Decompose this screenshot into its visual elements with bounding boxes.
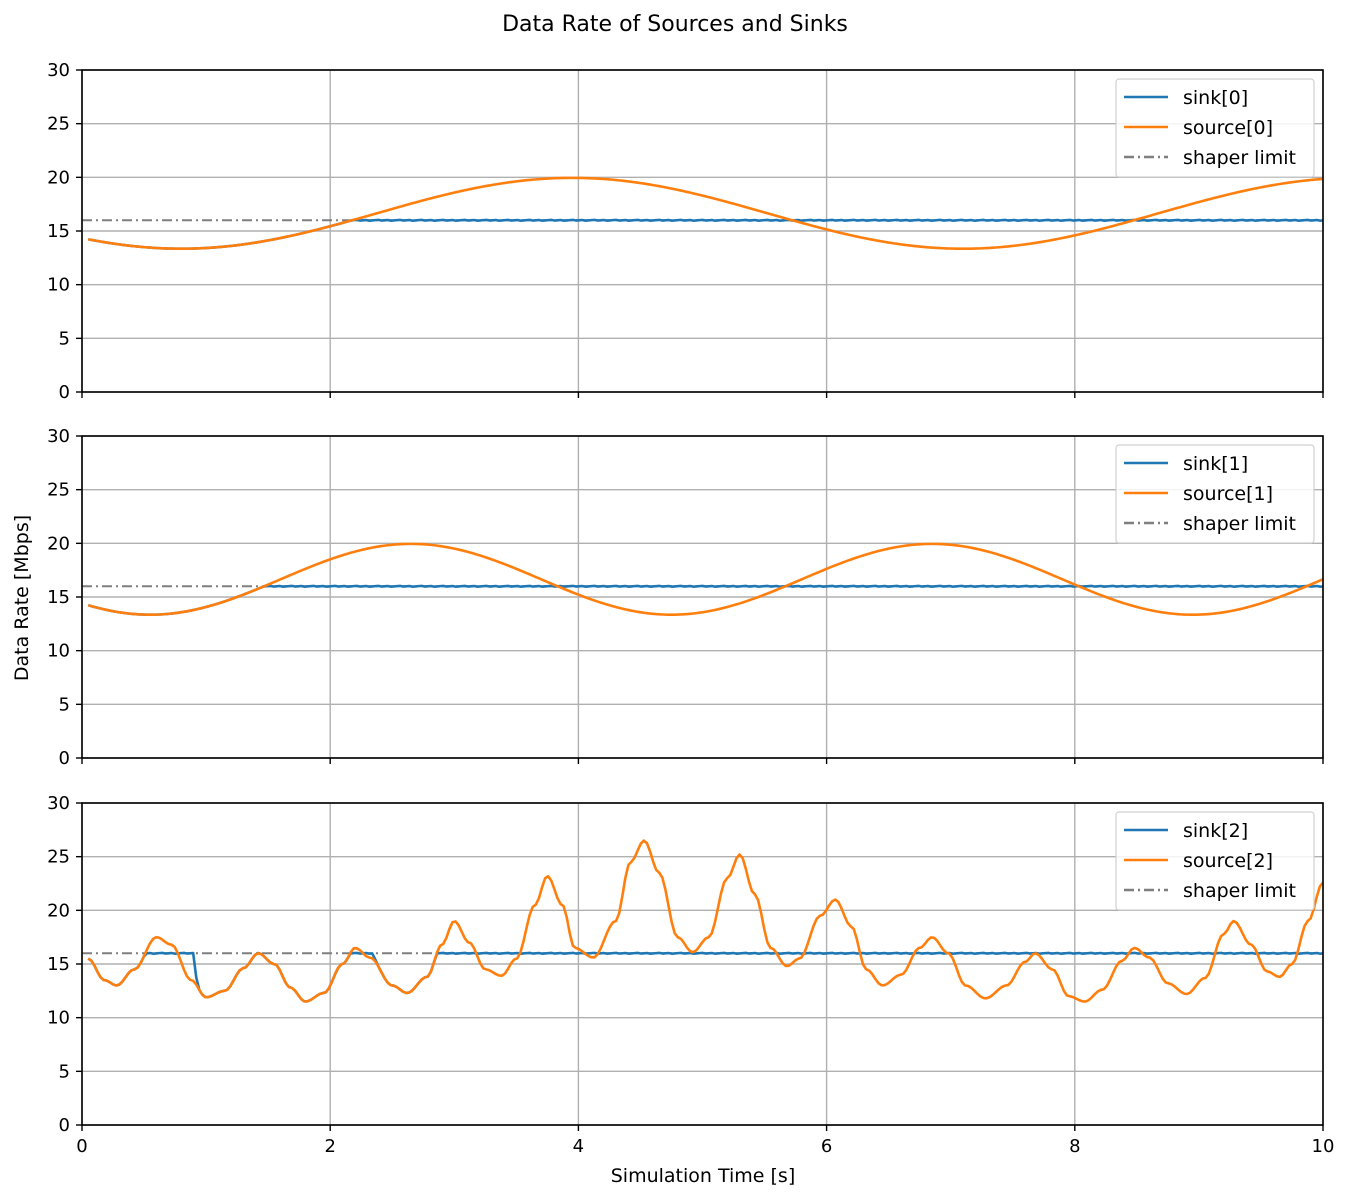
- sink-series-line: [87, 584, 1323, 617]
- legend: sink[0] source[0] shaper limit: [1115, 78, 1315, 178]
- legend: sink[2] source[2] shaper limit: [1115, 811, 1315, 911]
- legend-entry-limit: shaper limit: [1183, 147, 1296, 169]
- legend-entry-limit: shaper limit: [1183, 880, 1296, 902]
- y-tick-label: 20: [47, 533, 70, 554]
- figure-title: Data Rate of Sources and Sinks: [502, 12, 848, 37]
- y-tick-label: 15: [47, 954, 70, 975]
- y-tick-label: 5: [59, 1061, 70, 1082]
- y-tick-label: 20: [47, 900, 70, 921]
- y-tick-label: 20: [47, 167, 70, 188]
- x-axis-label: Simulation Time [s]: [611, 1165, 796, 1187]
- plot-area: [82, 839, 1323, 1003]
- x-tick-label: 6: [821, 1136, 832, 1157]
- source-series-line: [87, 176, 1323, 251]
- y-tick-label: 10: [47, 275, 70, 296]
- legend-box: [1115, 78, 1315, 178]
- y-tick-label: 15: [47, 221, 70, 242]
- legend-entry-source: source[0]: [1183, 117, 1273, 139]
- y-tick-label: 30: [47, 426, 70, 447]
- axes-frame: [81, 802, 1324, 1126]
- legend-entry-sink: sink[2]: [1183, 820, 1248, 842]
- x-tick-label: 2: [324, 1136, 335, 1157]
- y-tick-label: 0: [59, 382, 70, 403]
- axes-frame: [81, 435, 1324, 759]
- y-axis-label: Data Rate [Mbps]: [11, 515, 33, 681]
- y-tick-label: 25: [47, 847, 70, 868]
- y-tick-label: 15: [47, 587, 70, 608]
- source-series-line: [87, 542, 1323, 617]
- legend-box: [1115, 444, 1315, 544]
- y-tick-label: 5: [59, 694, 70, 715]
- axes-frame: [81, 69, 1324, 393]
- y-tick-label: 0: [59, 748, 70, 769]
- legend-entry-source: source[2]: [1183, 850, 1273, 872]
- x-tick-label: 8: [1069, 1136, 1080, 1157]
- y-tick-label: 25: [47, 114, 70, 135]
- y-tick-label: 5: [59, 328, 70, 349]
- sink-series-line: [87, 218, 1323, 251]
- legend-entry-sink: sink[0]: [1183, 87, 1248, 109]
- plot-area: [82, 542, 1323, 617]
- x-tick-label: 10: [1312, 1136, 1335, 1157]
- x-tick-label: 4: [573, 1136, 584, 1157]
- subplot-1: 0 5 10 15 20 25 30 sink[1] source[1] shaper limit: [47, 426, 1324, 769]
- y-tick-label: 25: [47, 480, 70, 501]
- subplot-0: 0 5 10 15 20 25 30 sink[0] source[0] shaper limit: [47, 60, 1324, 403]
- sink-series-line: [87, 951, 1323, 1003]
- y-tick-label: 30: [47, 60, 70, 81]
- y-tick-label: 30: [47, 793, 70, 814]
- legend-entry-limit: shaper limit: [1183, 513, 1296, 535]
- legend: sink[1] source[1] shaper limit: [1115, 444, 1315, 544]
- legend-box: [1115, 811, 1315, 911]
- x-tick-label: 0: [76, 1136, 87, 1157]
- y-tick-label: 0: [59, 1115, 70, 1136]
- plot-area: [82, 176, 1323, 251]
- subplot-2: 0 5 10 15 20 25 30 0 2 4 6 8 10 sink[2] source[2] shape…: [47, 793, 1334, 1157]
- legend-entry-sink: sink[1]: [1183, 453, 1248, 475]
- y-tick-label: 10: [47, 1008, 70, 1029]
- source-series-line: [87, 839, 1323, 1003]
- legend-entry-source: source[1]: [1183, 483, 1273, 505]
- y-tick-label: 10: [47, 641, 70, 662]
